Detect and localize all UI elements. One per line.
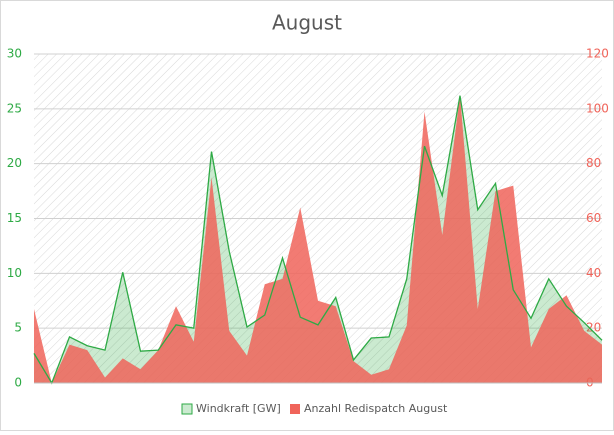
legend-swatch <box>290 404 300 414</box>
y-tick-label: 5 <box>14 321 22 335</box>
y-tick-label: 25 <box>7 101 22 115</box>
y2-tick-label: 20 <box>586 321 601 335</box>
legend-label: Anzahl Redispatch August <box>304 402 448 415</box>
y2-tick-label: 120 <box>586 47 609 61</box>
y-tick-label: 0 <box>14 376 22 390</box>
y2-tick-label: 60 <box>586 211 601 225</box>
area <box>34 95 602 383</box>
y-tick-label: 15 <box>7 211 22 225</box>
legend-label: Windkraft [GW] <box>196 402 281 415</box>
y-tick-label: 30 <box>7 47 22 61</box>
y2-tick-label: 40 <box>586 266 601 280</box>
line <box>33 95 603 385</box>
y2-tick-label: 80 <box>586 156 601 170</box>
y-tick-label: 10 <box>7 266 22 280</box>
y-tick-label: 20 <box>7 156 22 170</box>
y2-tick-label: 100 <box>586 101 609 115</box>
chart-title: August <box>272 11 342 35</box>
legend-swatch <box>181 403 193 415</box>
